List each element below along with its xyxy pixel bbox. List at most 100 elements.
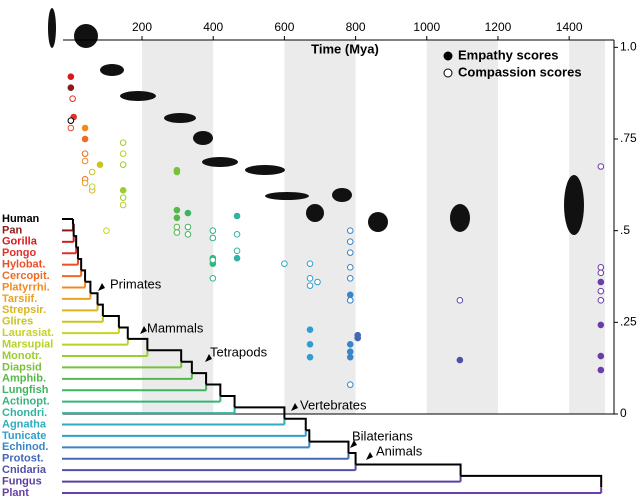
backbone	[102, 315, 120, 328]
y-tick-label: 1.0	[620, 40, 637, 54]
compassion-point	[67, 117, 75, 124]
compassion-point	[233, 231, 241, 238]
empathy-point	[597, 352, 605, 360]
starfish-icon	[306, 204, 324, 222]
compassion-point	[346, 238, 354, 245]
compassion-point	[173, 223, 181, 231]
plant-icon	[564, 175, 584, 235]
empathy-point	[96, 161, 104, 168]
empathy-point	[233, 254, 241, 262]
compassion-point	[81, 179, 89, 187]
taxon-label: Human	[2, 213, 40, 225]
compassion-point	[281, 260, 288, 267]
compassion-point	[597, 297, 605, 304]
empathy-point	[233, 212, 241, 220]
compassion-point	[119, 194, 127, 201]
taxon-label: Marsupial	[2, 338, 53, 350]
taxon-label: Fungus	[2, 475, 42, 487]
backbone	[305, 429, 311, 442]
lamprey-icon	[265, 192, 309, 200]
shark-icon	[245, 165, 285, 175]
taxon-label: Chondri.	[2, 407, 47, 419]
empathy-point	[81, 135, 89, 143]
compassion-point	[119, 161, 127, 168]
compassion-point	[119, 150, 127, 157]
annotation-arrow	[366, 452, 373, 460]
empathy-point	[306, 353, 314, 361]
backbone	[127, 337, 149, 351]
empathy-point	[597, 366, 605, 374]
compassion-point	[88, 168, 96, 176]
annotation: Tetrapods	[210, 344, 268, 359]
empathy-point	[597, 321, 605, 329]
compassion-point	[209, 275, 217, 282]
x-tick-label: 600	[274, 20, 294, 34]
backbone	[460, 474, 603, 488]
rodent-icon	[100, 64, 124, 76]
anemone-icon	[368, 212, 388, 232]
empathy-point	[597, 278, 605, 286]
compassion-point	[119, 201, 127, 209]
backbone	[85, 280, 92, 294]
taxon-label: Plant	[2, 487, 29, 499]
compassion-point	[209, 256, 217, 264]
compassion-point	[81, 157, 89, 165]
backbone	[76, 246, 79, 259]
compassion-point	[346, 227, 354, 234]
compassion-point	[67, 124, 75, 132]
human-icon	[48, 8, 56, 48]
empathy-point	[306, 326, 314, 333]
bands	[142, 40, 605, 414]
compassion-point	[184, 223, 192, 231]
taxon-label: Lungfish	[2, 384, 49, 396]
annotation-arrow	[98, 283, 105, 291]
backbone	[348, 452, 357, 465]
taxon-label: Agnatha	[2, 418, 47, 430]
compassion-point	[184, 231, 192, 238]
compassion-point	[346, 275, 354, 282]
backbone	[355, 463, 462, 476]
compassion-point	[346, 381, 354, 388]
taxon-label: Echinod.	[2, 441, 48, 453]
compassion-point	[103, 227, 110, 234]
empathy-point	[306, 341, 314, 348]
x-axis-label: Time (Mya)	[311, 41, 379, 56]
compassion-point	[81, 150, 89, 157]
compassion-point	[456, 297, 464, 304]
legend-label: Empathy scores	[458, 47, 558, 62]
empathy-point	[173, 168, 181, 176]
compassion-point	[209, 227, 217, 234]
backbone	[118, 326, 129, 339]
x-tick-label: 1400	[556, 20, 583, 34]
annotation: Animals	[376, 443, 423, 458]
compassion-point	[346, 297, 354, 304]
compassion-point	[346, 264, 354, 271]
backbone	[77, 257, 83, 271]
taxon-label: Strepsir.	[2, 304, 46, 316]
compassion-point	[88, 183, 96, 190]
lizard-icon	[164, 113, 196, 123]
y-tick-label: .5	[620, 223, 630, 237]
frog-icon	[193, 131, 213, 145]
compassion-point	[306, 282, 314, 289]
empathy-point	[346, 291, 354, 299]
fish-icon	[202, 157, 238, 167]
legend-marker	[443, 51, 453, 61]
primate-icon	[74, 24, 98, 48]
taxon-label: Diapsid	[2, 361, 42, 373]
compassion-point	[69, 95, 76, 102]
annotation: Mammals	[147, 320, 204, 335]
compassion-point	[597, 163, 605, 170]
x-tick-label: 200	[132, 20, 152, 34]
backbone	[181, 360, 193, 374]
x-tick-label: 800	[346, 20, 366, 34]
annotation: Vertebrates	[300, 397, 367, 412]
compassion-point	[306, 260, 314, 267]
compassion-point	[209, 234, 217, 242]
x-tick-label: 1000	[413, 20, 440, 34]
y-tick-label: 0	[620, 406, 627, 420]
empathy-point	[173, 214, 181, 222]
backbone	[147, 349, 183, 362]
taxon-label: Actinopt.	[2, 396, 50, 408]
